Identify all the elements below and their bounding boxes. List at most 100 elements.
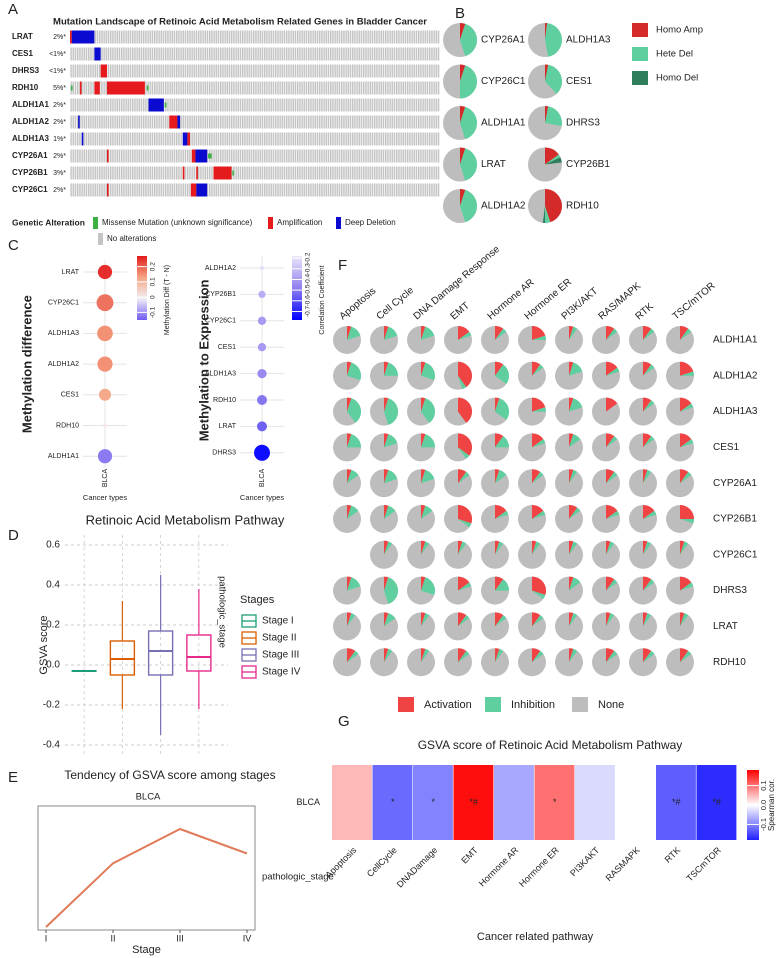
alteration (94, 47, 101, 61)
gene-label: CYP26B1 (205, 291, 236, 298)
gene-label: LRAT (62, 269, 80, 276)
heatmap-cell (615, 765, 656, 840)
gene-label: CES1 (218, 344, 236, 351)
gene-label: CYP26C1 (713, 549, 758, 560)
legend-swatch (398, 697, 414, 712)
x-axis-title: Stage (132, 944, 161, 956)
pie-slice (421, 648, 426, 663)
y-tick-label: 0.4 (46, 580, 60, 591)
pie-slice (458, 447, 470, 459)
sample-background (70, 30, 440, 44)
pie-slice (460, 148, 477, 181)
pie-slice (384, 469, 398, 484)
pie-slice (680, 433, 692, 448)
heatmap-cell (696, 765, 737, 840)
heatmap-cell (656, 765, 696, 840)
pie-slice (680, 328, 692, 340)
alteration (79, 81, 82, 95)
pie-slice (532, 510, 546, 519)
gene-label: ALDH1A1 (713, 335, 758, 346)
pie-slice (495, 469, 507, 484)
pie-slice (643, 328, 655, 340)
dot (256, 421, 268, 432)
alteration (182, 166, 185, 180)
pie-slice (347, 326, 352, 340)
dot (257, 316, 267, 325)
pie-slice (643, 397, 652, 412)
pie-slice (569, 540, 574, 555)
legend-swatch (572, 697, 588, 712)
chart-subtitle: BLCA (136, 792, 161, 803)
x-tick-label: Hormone ER (517, 845, 561, 889)
pie-slice (545, 106, 563, 127)
pie-slice (347, 577, 361, 591)
pie-slice (680, 582, 694, 591)
colorbar-title: Correlation Coefficient (319, 265, 326, 334)
pie-slice (643, 648, 652, 663)
pie-slice (347, 361, 352, 376)
pie-slice (606, 648, 615, 663)
pie-slice (495, 648, 504, 663)
pie-slice (347, 576, 352, 591)
pie-slice (606, 367, 620, 376)
gene-label: RDH10 (213, 397, 236, 404)
pie-slice (458, 331, 472, 340)
pathway-label: TSC/mTOR (671, 280, 718, 322)
pie-slice (532, 540, 537, 555)
gene-label: ALDH1A2 (12, 117, 49, 126)
alteration (177, 115, 181, 129)
colorbar (292, 256, 302, 320)
pie-slice (460, 23, 478, 57)
x-tick-label: BLCA (259, 469, 266, 488)
pie-slice (532, 469, 541, 484)
y-tick-label: 0.6 (46, 540, 60, 551)
gene-label: CYP26C1 (12, 185, 48, 194)
x-tick-label: IV (243, 933, 252, 943)
pie-slice (347, 362, 362, 381)
percent-label: 2%* (53, 34, 66, 41)
pie-slice (421, 361, 426, 376)
x-tick-label: III (176, 933, 184, 943)
gene-label: ALDH1A2 (713, 370, 758, 381)
pie-slice (606, 613, 615, 627)
x-tick-label: TSCmTOR (684, 845, 723, 884)
gene-label: RDH10 (12, 83, 39, 92)
pie-slice (495, 648, 500, 663)
pie-slice (606, 397, 618, 412)
pie-slice (460, 189, 478, 223)
pie-slice (384, 362, 398, 376)
pie-slice (606, 576, 615, 591)
pie-slice (606, 471, 618, 484)
alteration (195, 149, 208, 163)
pie-slice (569, 398, 583, 412)
pie-slice (384, 576, 389, 591)
pie-slice (495, 505, 507, 519)
pie-label: ALDH1A3 (566, 35, 611, 46)
pie-slice (545, 64, 562, 94)
colorbar-title: Methylation Diff (T - N) (164, 265, 171, 335)
pathway-label: Cell Cycle (375, 285, 417, 323)
pie-slice (545, 64, 549, 82)
plot-frame (37, 805, 256, 931)
pie-slice (460, 65, 477, 99)
pie-slice (643, 433, 652, 448)
legend-label: Inhibition (511, 699, 555, 711)
percent-label: 2%* (53, 102, 66, 109)
pie-slice (384, 326, 398, 340)
pie-slice (495, 576, 504, 591)
y-axis-title: GSVA score (38, 615, 50, 674)
significance-label: *# (712, 797, 721, 807)
pie-slice (545, 189, 562, 223)
pie-slice (606, 436, 618, 448)
pie-slice (347, 469, 352, 484)
box (186, 634, 212, 672)
pie-slice (680, 397, 692, 412)
pie-slice (458, 540, 463, 555)
percent-label: 1%* (53, 136, 66, 143)
pie-slice (643, 650, 655, 663)
panel-letter: G (338, 713, 350, 730)
pie-slice (545, 106, 549, 123)
x-tick-label: PI3KAKT (568, 845, 602, 879)
alteration (107, 81, 145, 95)
alteration (107, 149, 109, 163)
